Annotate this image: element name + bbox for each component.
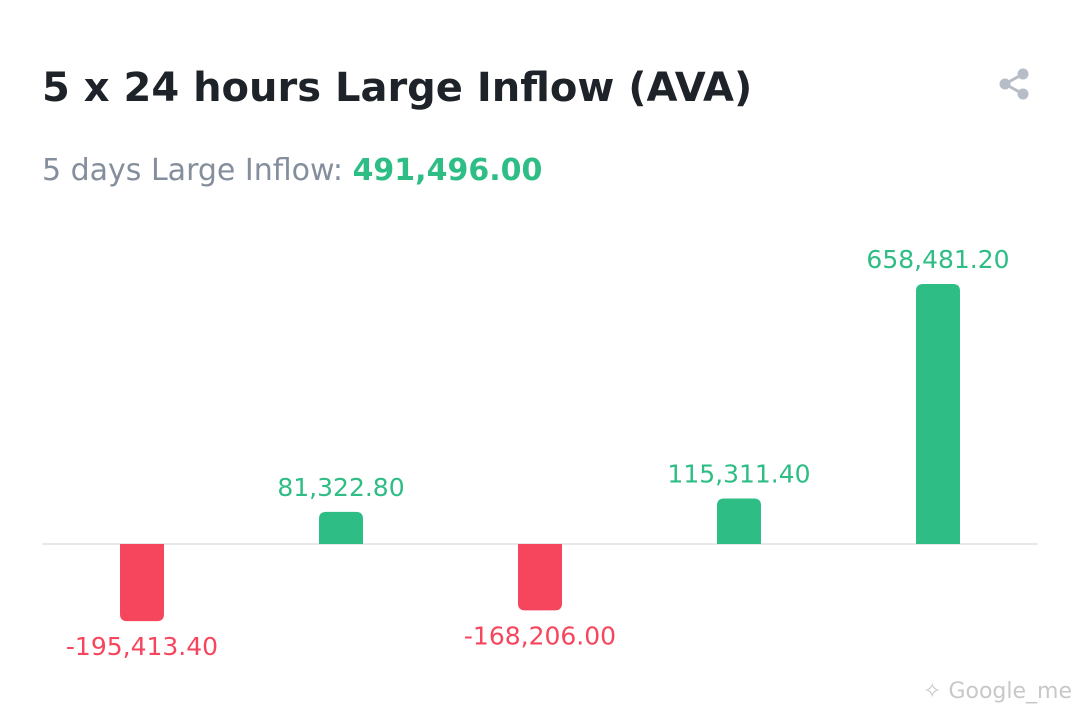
data-label-5: 658,481.20 <box>866 245 1009 274</box>
summary: 5 days Large Inflow: 491,496.00 <box>42 150 542 192</box>
bar-5 <box>916 284 960 544</box>
data-label-2: 81,322.80 <box>277 473 404 502</box>
bar-3 <box>518 544 562 611</box>
watermark-text: Google_me <box>948 679 1072 704</box>
summary-label: 5 days Large Inflow: <box>42 153 353 188</box>
share-icon[interactable] <box>996 66 1032 102</box>
data-label-3: -168,206.00 <box>464 621 616 650</box>
bar-2 <box>319 511 363 544</box>
inflow-bar-chart: -195,413.40 81,322.80 -168,206.00 115,311.4… <box>42 245 1038 660</box>
summary-value: 491,496.00 <box>352 153 543 188</box>
data-label-1: -195,413.40 <box>66 632 218 660</box>
bar-1 <box>120 544 164 622</box>
watermark: ✧ Google_me <box>923 679 1072 704</box>
bar-4 <box>717 498 761 544</box>
header: 5 x 24 hours Large Inflow (AVA) <box>42 60 1038 120</box>
data-label-4: 115,311.40 <box>667 459 810 488</box>
watermark-icon: ✧ <box>923 679 949 704</box>
page-title: 5 x 24 hours Large Inflow (AVA) <box>42 65 753 111</box>
